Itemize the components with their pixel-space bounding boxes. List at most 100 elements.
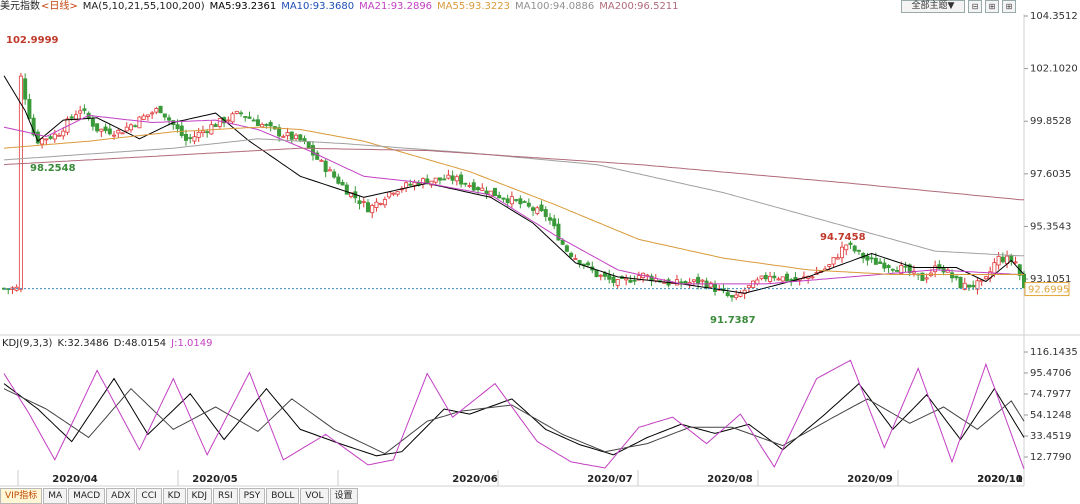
symbol-label: 美元指数: [0, 1, 40, 12]
candle-body: [522, 201, 527, 203]
candle-body: [933, 265, 938, 273]
candle-body: [374, 201, 379, 208]
candle-body: [636, 275, 641, 281]
candle-body: [738, 292, 743, 297]
candle-body: [103, 126, 108, 132]
candle-body: [552, 218, 557, 227]
candle-body: [831, 257, 836, 265]
ma100-value: MA100:94.0886: [514, 1, 595, 12]
tab-3[interactable]: ADX: [106, 488, 136, 504]
kdj-tick-label: 12.7790: [1030, 452, 1071, 463]
candle-body: [183, 133, 188, 141]
candle-body: [920, 272, 925, 281]
tab-4[interactable]: CCI: [136, 488, 162, 504]
period-label[interactable]: <日线>: [41, 1, 78, 12]
candle-body: [840, 246, 845, 259]
kdj-tick-label: 116.1435: [1030, 347, 1078, 358]
candle-body: [31, 117, 36, 136]
indicator-tabs: VIP指标 MA MACD ADX CCI KD KDJ RSI PSY BOLL VOL 设置: [0, 488, 359, 504]
candle-body: [264, 124, 269, 126]
extreme-label: 91.7387: [710, 315, 756, 326]
candle-body: [429, 180, 434, 186]
candle-body: [848, 242, 853, 245]
candle-body: [476, 187, 481, 191]
candle-body: [23, 78, 28, 100]
candle-body: [90, 118, 95, 127]
candle-body: [624, 277, 629, 281]
tab-5[interactable]: KD: [162, 488, 186, 504]
kdj-header: KDJ(9,3,3) K:32.3486 D:48.0154 J:1.0149: [2, 337, 217, 351]
candle-body: [768, 275, 773, 282]
candle-body: [239, 112, 244, 115]
ma55-value: MA55:93.3223: [437, 1, 510, 12]
candle-body: [713, 283, 718, 292]
candle-body: [924, 277, 929, 280]
candle-body: [497, 194, 502, 199]
candle-body: [531, 207, 536, 211]
tab-11[interactable]: 设置: [329, 488, 358, 504]
candle-body: [412, 182, 417, 186]
kdj-k-value: K:32.3486: [57, 338, 109, 349]
tab-1[interactable]: MA: [43, 488, 68, 504]
candle-body: [598, 274, 603, 277]
price-tick-label: 99.8528: [1030, 116, 1071, 127]
candle-body: [480, 187, 485, 191]
candle-body: [759, 275, 764, 279]
kdj-tick-label: 54.1248: [1030, 410, 1071, 421]
candle-body: [133, 125, 138, 128]
candle-body: [442, 178, 447, 181]
candle-body: [425, 178, 430, 185]
ma-params: MA(5,10,21,55,100,200): [82, 1, 205, 12]
candle-body: [746, 285, 751, 289]
candle-body: [505, 198, 510, 204]
candle-body: [539, 204, 544, 212]
candle-body: [213, 124, 218, 127]
tab-6[interactable]: KDJ: [186, 488, 212, 504]
candle-body: [188, 137, 193, 139]
tab-9[interactable]: BOLL: [266, 488, 300, 504]
candle-body: [827, 264, 832, 267]
candle-body: [488, 190, 493, 198]
candle-body: [971, 284, 976, 288]
candle-body: [962, 282, 967, 290]
candle-body: [954, 275, 959, 279]
grid-layout-icon[interactable]: ⊞: [1002, 0, 1016, 13]
horizontal-split-icon[interactable]: ⊟: [968, 0, 982, 13]
candle-body: [230, 113, 235, 123]
ma-line-ma21: [3, 114, 1024, 285]
candle-body: [882, 262, 887, 269]
candle-body: [594, 269, 599, 278]
candle-body: [27, 99, 32, 119]
candle-body: [205, 131, 210, 134]
candle-body: [361, 201, 366, 203]
candle-body: [196, 131, 201, 138]
time-tick-label: 2020/07: [587, 474, 632, 485]
theme-select-button[interactable]: 全部主题▼: [901, 0, 965, 13]
kdj-name: KDJ(9,3,3): [2, 338, 53, 349]
price-tick-label: 97.6035: [1030, 169, 1071, 180]
candle-body: [734, 294, 739, 299]
candle-body: [547, 217, 552, 221]
candle-body: [903, 265, 908, 268]
tab-7[interactable]: RSI: [213, 488, 238, 504]
tab-2[interactable]: MACD: [68, 488, 106, 504]
candle-body: [69, 116, 74, 119]
candle-body: [518, 198, 523, 205]
candle-body: [73, 114, 78, 121]
tab-10[interactable]: VOL: [300, 488, 329, 504]
candle-body: [459, 174, 464, 185]
ma-line-ma200: [3, 147, 1024, 201]
tab-0[interactable]: VIP指标: [0, 488, 43, 504]
vertical-split-icon[interactable]: ⊞: [985, 0, 999, 13]
candle-body: [251, 119, 256, 122]
candle-body: [958, 276, 963, 289]
candle-body: [82, 108, 87, 111]
candle-body: [319, 159, 324, 162]
candle-body: [708, 282, 713, 288]
candle-body: [1000, 256, 1005, 263]
candle-body: [57, 134, 62, 137]
candle-body: [336, 176, 341, 184]
candle-body: [52, 133, 57, 140]
candle-body: [454, 176, 459, 182]
tab-8[interactable]: PSY: [238, 488, 266, 504]
